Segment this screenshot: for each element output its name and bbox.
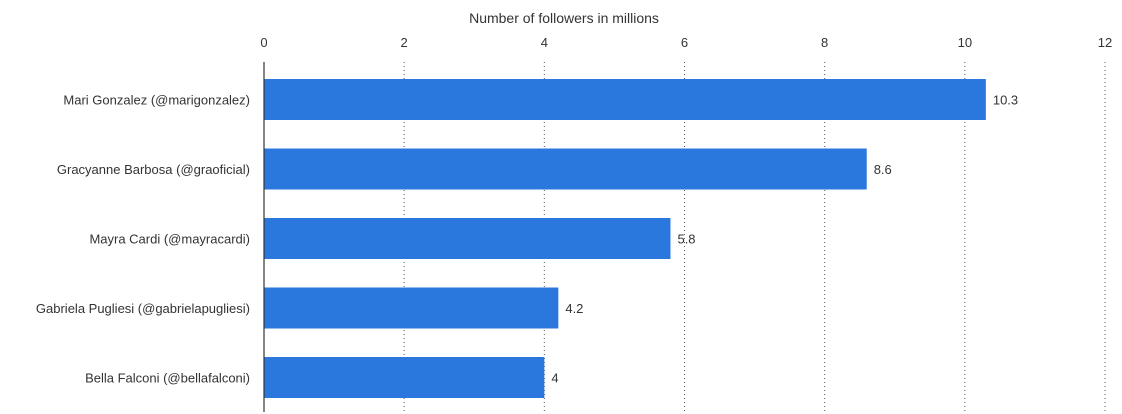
category-label-1: Gracyanne Barbosa (@graoficial) bbox=[57, 162, 250, 177]
data-label-3: 4.2 bbox=[565, 301, 583, 316]
x-tick-label-0: 0 bbox=[260, 35, 267, 50]
category-labels: Mari Gonzalez (@marigonzalez) Gracyanne B… bbox=[36, 93, 250, 386]
bar-1 bbox=[264, 148, 867, 190]
data-label-1: 8.6 bbox=[874, 162, 892, 177]
x-tick-label-4: 4 bbox=[541, 35, 548, 50]
category-label-4: Bella Falconi (@bellafalconi) bbox=[85, 371, 250, 386]
x-axis-ticks: 0 2 4 6 8 10 12 bbox=[260, 35, 1112, 50]
x-tick-label-8: 8 bbox=[821, 35, 828, 50]
data-label-4: 4 bbox=[551, 371, 558, 386]
x-axis-title: Number of followers in millions bbox=[469, 10, 659, 26]
bar-3 bbox=[264, 287, 559, 329]
x-tick-label-10: 10 bbox=[958, 35, 972, 50]
bars bbox=[264, 79, 986, 398]
data-label-0: 10.3 bbox=[993, 93, 1018, 108]
category-label-2: Mayra Cardi (@mayracardi) bbox=[89, 232, 250, 247]
x-tick-label-6: 6 bbox=[681, 35, 688, 50]
bar-2 bbox=[264, 218, 671, 259]
category-label-0: Mari Gonzalez (@marigonzalez) bbox=[63, 93, 250, 108]
data-labels: 10.3 8.6 5.8 4.2 4 bbox=[551, 93, 1018, 386]
x-tick-label-12: 12 bbox=[1098, 35, 1112, 50]
category-label-3: Gabriela Pugliesi (@gabrielapugliesi) bbox=[36, 301, 250, 316]
bar-0 bbox=[264, 79, 986, 120]
x-tick-label-2: 2 bbox=[401, 35, 408, 50]
data-label-2: 5.8 bbox=[677, 232, 695, 247]
bar-4 bbox=[264, 357, 545, 398]
